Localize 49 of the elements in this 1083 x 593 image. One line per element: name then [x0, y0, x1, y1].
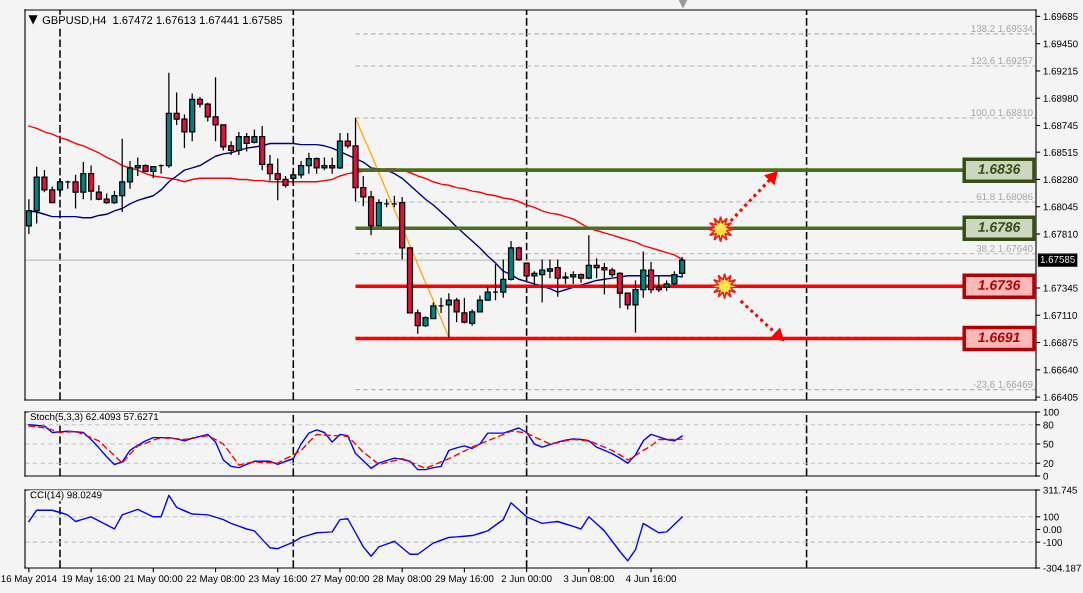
- chart-title: GBPUSD,H4 1.67472 1.67613 1.67441 1.67585: [42, 16, 283, 26]
- x-tick-label: 22 May 08:00: [186, 575, 245, 585]
- ref-line-label: 1.6836: [978, 164, 1021, 174]
- x-tick-label: 2 Jun 00:00: [501, 575, 552, 583]
- y-tick-label: 1.67110: [1043, 312, 1077, 319]
- ref-line-label: 123.6 1.69257: [971, 57, 1033, 65]
- y-tick-label: 1.68745: [1043, 122, 1078, 130]
- chart-title: Stoch(5,3,3) 62.4093 57.6271: [30, 412, 159, 423]
- y-tick-label: 20: [1043, 459, 1054, 467]
- y-tick-label: 50: [1043, 440, 1054, 448]
- y-tick-label: -304.187: [1043, 564, 1081, 572]
- y-tick-label: -100: [1043, 538, 1063, 546]
- y-tick-label: 0: [1043, 472, 1048, 480]
- x-tick-label: 27 May 00:00: [311, 575, 370, 585]
- x-tick-label: 21 May 00:00: [124, 575, 183, 585]
- ref-line-label: 1.6786: [978, 222, 1021, 232]
- x-tick-label: 28 May 08:00: [373, 575, 432, 585]
- ref-line-label: 1.6691: [978, 332, 1020, 343]
- ref-line-label: 138.2 1.69534: [971, 25, 1033, 32]
- y-tick-label: 1.66640: [1043, 366, 1078, 374]
- y-tick-label: 100: [1043, 513, 1059, 521]
- ref-line-label: 38.2 1.67640: [976, 244, 1033, 252]
- ref-line-label: 1.67585: [1040, 255, 1075, 263]
- y-tick-label: 1.69450: [1043, 40, 1078, 48]
- y-tick-label: 80: [1043, 421, 1054, 429]
- y-tick-label: 311.745: [1043, 486, 1077, 494]
- x-tick-label: 3 Jun 08:00: [563, 575, 614, 583]
- ref-line-label: 1.6736: [978, 280, 1021, 290]
- y-tick-label: 1.69215: [1043, 67, 1078, 75]
- y-tick-label: 0.00: [1043, 526, 1062, 534]
- x-tick-label: 4 Jun 16:00: [625, 575, 677, 583]
- ref-line-label: 100.0 1.68810: [971, 109, 1033, 117]
- y-tick-label: 1.67345: [1043, 284, 1078, 292]
- ref-line-label: -23.6 1.66469: [973, 380, 1033, 388]
- x-tick-label: 19 May 16:00: [62, 575, 121, 585]
- y-tick-label: 1.68280: [1043, 176, 1078, 184]
- y-tick-label: 1.66875: [1043, 339, 1078, 347]
- x-tick-label: 16 May 2014: [1, 575, 57, 585]
- y-tick-label: 1.68980: [1043, 94, 1078, 102]
- y-tick-label: 1.66405: [1043, 393, 1078, 401]
- y-tick-label: 1.68515: [1043, 148, 1078, 156]
- x-tick-label: 23 May 16:00: [248, 575, 307, 585]
- y-tick-label: 1.68045: [1043, 203, 1078, 211]
- x-tick-label: 29 May 16:00: [435, 575, 494, 585]
- y-tick-label: 1.69685: [1043, 13, 1078, 20]
- ref-line-label: 61.8 1.68086: [976, 193, 1033, 201]
- y-tick-label: 100: [1043, 408, 1059, 416]
- y-tick-label: 1.67810: [1043, 230, 1078, 238]
- chart-title: CCI(14) 98.0249: [30, 491, 102, 501]
